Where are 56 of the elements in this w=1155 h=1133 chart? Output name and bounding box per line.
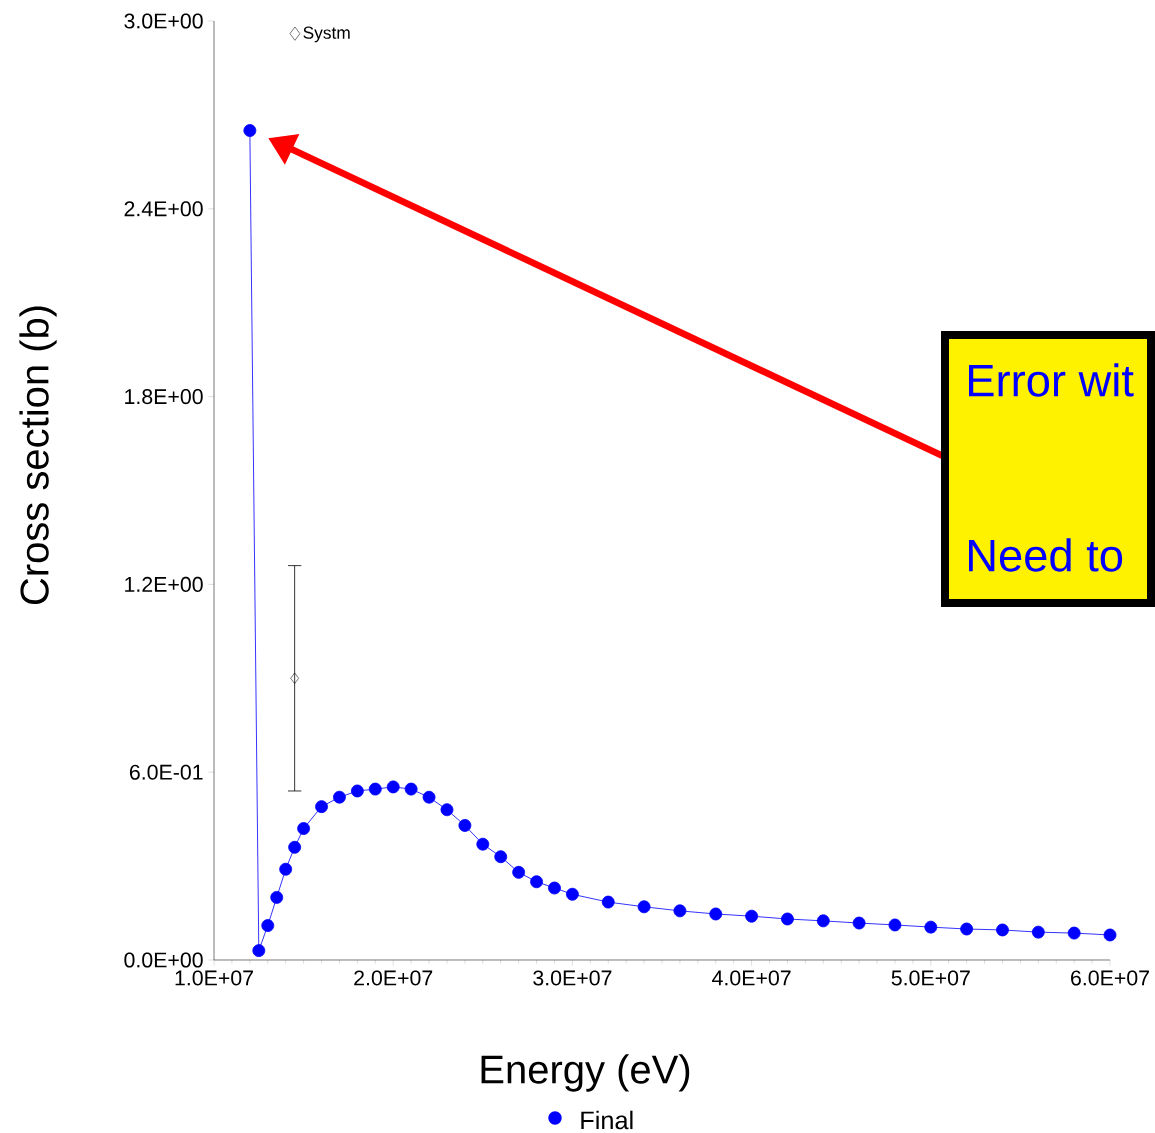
x-tick-label: 1.0E+07 bbox=[175, 970, 253, 986]
point bbox=[422, 790, 436, 804]
point bbox=[530, 875, 543, 889]
point bbox=[601, 895, 615, 909]
point bbox=[781, 912, 794, 926]
point bbox=[297, 822, 310, 835]
point bbox=[315, 800, 328, 814]
point bbox=[548, 881, 561, 895]
x-tick-label: 6.0E+07 bbox=[1071, 970, 1149, 986]
point bbox=[494, 850, 508, 864]
y-tick-label: 1.2E+00 bbox=[125, 576, 203, 592]
annotation: Need to bbox=[969, 538, 1123, 572]
point bbox=[924, 920, 938, 934]
point bbox=[261, 919, 275, 932]
y-tick-label: 3.0E+00 bbox=[124, 13, 203, 29]
point bbox=[368, 782, 382, 796]
annotation: Error wit bbox=[969, 363, 1134, 397]
legend-label: Final bbox=[581, 1110, 633, 1130]
point bbox=[243, 124, 257, 137]
legend-label: Systm bbox=[303, 26, 350, 43]
point bbox=[960, 922, 974, 936]
point bbox=[709, 907, 723, 921]
point bbox=[440, 803, 454, 817]
y-tick-label: 0.0E+00 bbox=[124, 952, 203, 968]
point bbox=[566, 887, 579, 901]
point bbox=[1031, 925, 1045, 939]
point bbox=[1067, 926, 1081, 940]
point bbox=[404, 782, 418, 796]
point bbox=[512, 865, 526, 879]
point bbox=[333, 790, 346, 804]
point bbox=[386, 780, 400, 794]
point bbox=[637, 900, 651, 914]
point bbox=[458, 819, 472, 832]
x-axis-title: Energy (eV) bbox=[481, 1054, 690, 1092]
y-tick-label: 1.8E+00 bbox=[125, 389, 203, 405]
point bbox=[1103, 928, 1117, 942]
point bbox=[745, 909, 759, 923]
point bbox=[673, 904, 687, 918]
x-tick-label: 2.0E+07 bbox=[354, 970, 433, 986]
x-tick-label: 5.0E+07 bbox=[891, 970, 970, 986]
point bbox=[996, 923, 1009, 937]
y-axis-title: Cross section (b) bbox=[19, 306, 57, 605]
point bbox=[852, 916, 866, 930]
y-tick-label: 2.4E+00 bbox=[124, 201, 203, 217]
y-tick-label: 6.0E-01 bbox=[129, 764, 203, 780]
x-tick-label: 3.0E+07 bbox=[533, 970, 612, 986]
point bbox=[288, 840, 302, 854]
point bbox=[270, 891, 284, 904]
x-tick-label: 4.0E+07 bbox=[712, 970, 791, 986]
point bbox=[816, 914, 830, 928]
point bbox=[290, 672, 299, 684]
point bbox=[476, 837, 490, 851]
point bbox=[350, 784, 364, 798]
point bbox=[888, 918, 902, 932]
point bbox=[252, 944, 266, 958]
point bbox=[279, 862, 293, 876]
